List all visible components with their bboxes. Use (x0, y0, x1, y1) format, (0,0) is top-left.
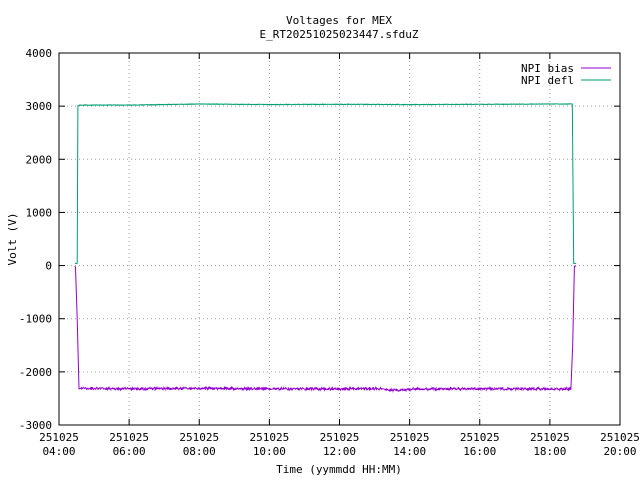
x-tick-label-date: 251025 (460, 431, 500, 444)
x-tick-label-time: 06:00 (113, 445, 146, 458)
series-line-1 (74, 265, 577, 393)
x-tick-label-date: 251025 (390, 431, 430, 444)
chart-subtitle: E_RT20251025023447.sfduZ (260, 28, 419, 41)
legend-label: NPI defl (521, 74, 574, 87)
x-tick-label-time: 20:00 (603, 445, 636, 458)
x-tick-label-time: 14:00 (393, 445, 426, 458)
x-tick-label-time: 08:00 (183, 445, 216, 458)
x-tick-label-date: 251025 (109, 431, 149, 444)
x-tick-label-date: 251025 (530, 431, 570, 444)
x-tick-label-time: 18:00 (533, 445, 566, 458)
x-tick-label-time: 10:00 (253, 445, 286, 458)
x-tick-label-time: 16:00 (463, 445, 496, 458)
x-axis-label: Time (yymmdd HH:MM) (276, 463, 402, 476)
x-tick-label-date: 251025 (39, 431, 79, 444)
x-tick-label-time: 12:00 (323, 445, 356, 458)
x-tick-label-time: 04:00 (42, 445, 75, 458)
y-tick-label: 3000 (26, 100, 53, 113)
y-tick-label: 4000 (26, 47, 53, 60)
x-tick-label-date: 251025 (600, 431, 640, 444)
grid-lines (59, 53, 620, 425)
y-axis-label: Volt (V) (6, 213, 19, 266)
y-tick-label: 1000 (26, 206, 53, 219)
y-tick-label: -1000 (19, 313, 52, 326)
y-tick-label: -3000 (19, 419, 52, 432)
y-tick-label: 2000 (26, 153, 53, 166)
x-tick-label-date: 251025 (250, 431, 290, 444)
x-tick-label-date: 251025 (320, 431, 360, 444)
y-tick-label: 0 (45, 260, 52, 273)
series-line-2 (74, 103, 577, 264)
legend-label: NPI bias (521, 62, 574, 75)
chart-title: Voltages for MEX (286, 14, 392, 27)
axis-ticks: 40003000200010000-1000-2000-300025102504… (19, 47, 640, 458)
y-tick-label: -2000 (19, 366, 52, 379)
x-tick-label-date: 251025 (179, 431, 219, 444)
series-layer (74, 103, 577, 393)
